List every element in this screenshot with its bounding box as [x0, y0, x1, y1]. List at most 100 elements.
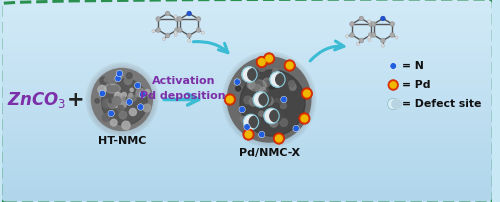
Circle shape: [126, 73, 132, 79]
Circle shape: [244, 124, 250, 130]
Bar: [2, 20, 492, 22]
Circle shape: [99, 90, 105, 97]
Bar: [2, 172, 492, 174]
Circle shape: [270, 72, 285, 87]
Bar: [2, 192, 492, 194]
Circle shape: [122, 93, 126, 97]
Circle shape: [259, 94, 271, 106]
Circle shape: [265, 97, 273, 105]
Bar: [2, 22, 492, 24]
Circle shape: [270, 119, 278, 127]
Bar: [2, 59, 492, 61]
Bar: [2, 196, 492, 198]
Bar: [2, 65, 492, 67]
Circle shape: [264, 81, 270, 87]
Circle shape: [114, 97, 122, 104]
Bar: [2, 38, 492, 40]
Circle shape: [371, 33, 376, 37]
Text: ZnCO$_3$: ZnCO$_3$: [8, 89, 66, 109]
Text: = N: = N: [402, 61, 423, 71]
Circle shape: [253, 92, 268, 107]
Bar: [2, 113, 492, 115]
Circle shape: [304, 90, 310, 97]
Circle shape: [115, 75, 121, 82]
Circle shape: [263, 78, 271, 86]
Circle shape: [239, 108, 244, 113]
Bar: [2, 44, 492, 46]
Bar: [2, 143, 492, 145]
Circle shape: [250, 121, 258, 128]
Bar: [2, 156, 492, 158]
Circle shape: [368, 20, 371, 23]
Circle shape: [274, 99, 281, 106]
Circle shape: [371, 22, 376, 26]
Bar: [2, 24, 492, 26]
Bar: [2, 164, 492, 166]
Text: HT-NMC: HT-NMC: [98, 136, 146, 146]
Circle shape: [346, 35, 349, 38]
Circle shape: [248, 74, 255, 81]
Circle shape: [356, 42, 360, 46]
Bar: [2, 32, 492, 34]
Bar: [2, 190, 492, 192]
Bar: [2, 182, 492, 184]
Bar: [2, 119, 492, 121]
Bar: [2, 95, 492, 97]
Text: +: +: [66, 89, 84, 109]
Bar: [2, 63, 492, 65]
Circle shape: [165, 11, 170, 16]
Circle shape: [116, 70, 122, 77]
Bar: [2, 174, 492, 176]
Bar: [2, 168, 492, 170]
Circle shape: [110, 78, 116, 85]
Bar: [2, 69, 492, 71]
Circle shape: [108, 99, 116, 108]
Bar: [2, 16, 492, 18]
Bar: [2, 55, 492, 57]
Circle shape: [293, 125, 300, 132]
Circle shape: [105, 99, 109, 103]
Bar: [2, 50, 492, 53]
Circle shape: [248, 68, 260, 81]
Circle shape: [174, 15, 177, 18]
Circle shape: [124, 77, 132, 85]
Circle shape: [114, 93, 122, 100]
Circle shape: [138, 104, 144, 110]
Bar: [2, 10, 492, 12]
Bar: [2, 61, 492, 63]
Circle shape: [244, 114, 258, 130]
Bar: [2, 30, 492, 32]
Circle shape: [390, 63, 396, 69]
Circle shape: [264, 108, 279, 124]
Circle shape: [380, 16, 386, 21]
Circle shape: [162, 37, 166, 41]
Circle shape: [174, 17, 180, 21]
Circle shape: [242, 67, 257, 82]
Circle shape: [247, 81, 255, 89]
Circle shape: [258, 59, 265, 65]
Bar: [2, 6, 492, 8]
Circle shape: [280, 96, 287, 102]
Bar: [2, 103, 492, 105]
Circle shape: [284, 60, 296, 71]
Circle shape: [240, 116, 246, 122]
Bar: [2, 184, 492, 186]
Circle shape: [368, 38, 371, 41]
Circle shape: [136, 88, 144, 97]
Circle shape: [240, 81, 245, 86]
Circle shape: [156, 28, 160, 32]
Circle shape: [270, 110, 281, 122]
Bar: [2, 0, 492, 2]
Bar: [2, 109, 492, 111]
Circle shape: [395, 36, 398, 39]
Bar: [2, 93, 492, 95]
Circle shape: [380, 38, 386, 43]
Circle shape: [274, 133, 284, 144]
Bar: [2, 145, 492, 147]
Circle shape: [280, 102, 286, 109]
Circle shape: [196, 28, 201, 32]
Bar: [2, 2, 492, 4]
Bar: [2, 77, 492, 79]
Bar: [2, 36, 492, 38]
Bar: [2, 14, 492, 16]
